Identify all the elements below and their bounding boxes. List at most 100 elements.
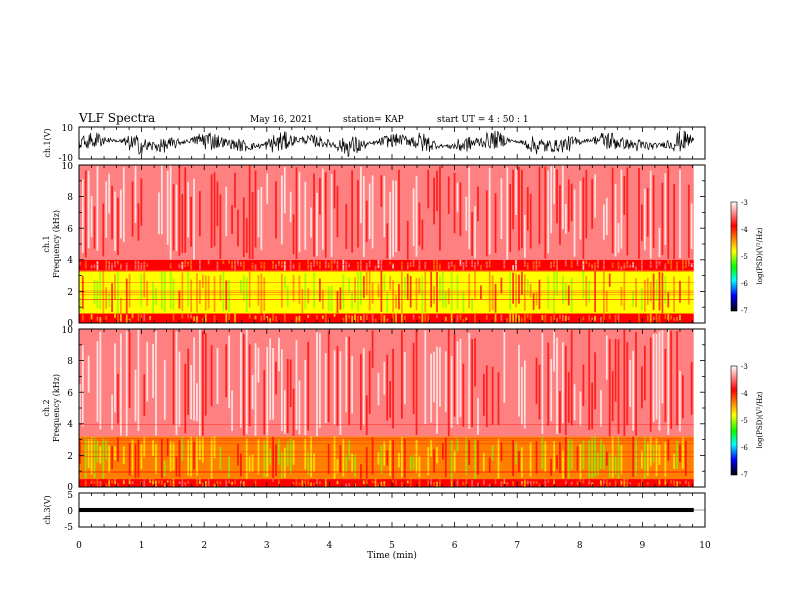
spectrogram-streak (646, 260, 649, 271)
spectrogram-streak (421, 264, 424, 271)
spectrogram-streak (362, 275, 365, 299)
spectrogram-streak (602, 204, 605, 240)
header-date: May 16, 2021 (250, 115, 313, 125)
spectrogram-streak (667, 481, 670, 487)
spectrogram-streak (468, 314, 471, 323)
spectrogram-streak (222, 439, 225, 476)
spectrogram-streak (690, 439, 693, 477)
spectrogram-streak (529, 261, 532, 271)
spectrogram-streak (169, 315, 172, 322)
x-axis-label: Time (min) (367, 550, 417, 561)
spectrogram-streak (444, 437, 447, 478)
spectrogram-streak (357, 315, 359, 323)
spectrogram-streak (266, 316, 269, 322)
spectrogram-streak (679, 444, 681, 462)
spectrogram-streak (494, 260, 497, 271)
spectrogram-streak (368, 317, 371, 322)
spectrogram-streak (597, 259, 599, 268)
spectrogram-streak (652, 175, 655, 249)
spectrogram-streak (541, 314, 544, 322)
spectrogram-streak (395, 334, 397, 410)
spectrogram-streak (488, 457, 491, 473)
spectrogram-streak (676, 481, 678, 487)
spectrogram-streak (187, 271, 190, 308)
spectrogram-streak (646, 314, 649, 322)
spectrogram-streak (409, 315, 412, 321)
spectrogram-streak (187, 181, 190, 238)
spectrogram-streak (541, 333, 544, 434)
spectrogram-streak (310, 207, 313, 238)
xtick-0: 0 (76, 541, 82, 551)
spectrogram-streak (403, 208, 406, 239)
spectrogram-streak (582, 177, 585, 259)
spectrogram-streak (190, 196, 192, 247)
spectrogram-streak (146, 341, 149, 402)
spectrogram-streak (547, 342, 550, 426)
spectrogram-streak (538, 279, 541, 310)
spectrogram-streak (553, 260, 555, 268)
spectrogram-streak (219, 194, 222, 259)
spectrogram-streak (482, 177, 485, 249)
spectrogram-streak (541, 186, 544, 233)
spectrogram-streak (313, 335, 315, 418)
spectrogram-streak (576, 259, 579, 267)
spectrogram-streak (447, 176, 450, 214)
spectrogram-streak (131, 480, 134, 485)
spectrogram-streak (333, 169, 336, 209)
spectrogram-streak (617, 436, 620, 479)
spectrogram-streak (433, 177, 435, 225)
spectrogram-streak (406, 316, 409, 322)
spectrogram-streak (210, 288, 213, 312)
spectrogram-streak (342, 438, 345, 477)
spectrogram-streak (143, 261, 146, 271)
spectrogram-streak (222, 260, 225, 265)
ch1-ytick-bottom: -10 (59, 154, 74, 164)
spectrogram-streak (351, 170, 353, 253)
spectrogram-streak (573, 278, 576, 308)
spectrogram-streak (529, 442, 532, 477)
spectrogram-streak (602, 444, 605, 470)
spectrogram-streak (172, 329, 175, 425)
spectrogram-streak (184, 292, 187, 306)
spectrogram-streak (450, 440, 453, 478)
spectrogram-streak (605, 479, 608, 487)
spectrogram-streak (111, 283, 113, 313)
spectrogram-streak (412, 259, 415, 267)
spectrogram-streak (199, 314, 201, 318)
spectrogram-streak (415, 264, 418, 268)
spectrogram-streak (348, 277, 351, 294)
spectrogram-streak (620, 286, 623, 306)
spectrogram-streak (687, 184, 690, 258)
spectrogram-streak (117, 260, 119, 265)
spectrogram-streak (617, 222, 620, 253)
spectrogram-streak (333, 479, 336, 487)
spectrogram-streak (512, 265, 514, 271)
spectrogram-streak (541, 297, 544, 313)
spectrogram-streak (623, 443, 626, 464)
spectrogram-streak (673, 317, 675, 322)
spectrogram-streak (225, 479, 228, 487)
spectrogram-streak (459, 271, 462, 310)
spectrogram-streak (298, 171, 301, 253)
spectrogram-streak (529, 480, 532, 487)
spectrogram-streak (444, 173, 447, 248)
spectrogram-streak (597, 175, 599, 258)
spectrogram-streak (553, 165, 555, 205)
spectrogram-streak (477, 186, 479, 222)
spectrogram-streak (515, 329, 517, 436)
spectrogram-streak (506, 273, 509, 308)
spectrogram-streak (365, 271, 368, 296)
spectrogram-streak (494, 314, 497, 323)
spectrogram-streak (111, 480, 113, 484)
spectrogram-streak (84, 261, 87, 269)
spectrogram-streak (529, 362, 532, 396)
spectrogram-streak (614, 338, 617, 402)
spectrogram-streak (119, 263, 122, 270)
spectrogram-streak (635, 315, 637, 323)
spectrogram-streak (266, 263, 269, 271)
spectrogram-streak (204, 185, 207, 258)
spectrogram-streak (424, 170, 427, 257)
spectrogram-streak (275, 316, 277, 322)
spectrogram-streak (371, 330, 374, 368)
spectrogram-streak (336, 480, 339, 485)
